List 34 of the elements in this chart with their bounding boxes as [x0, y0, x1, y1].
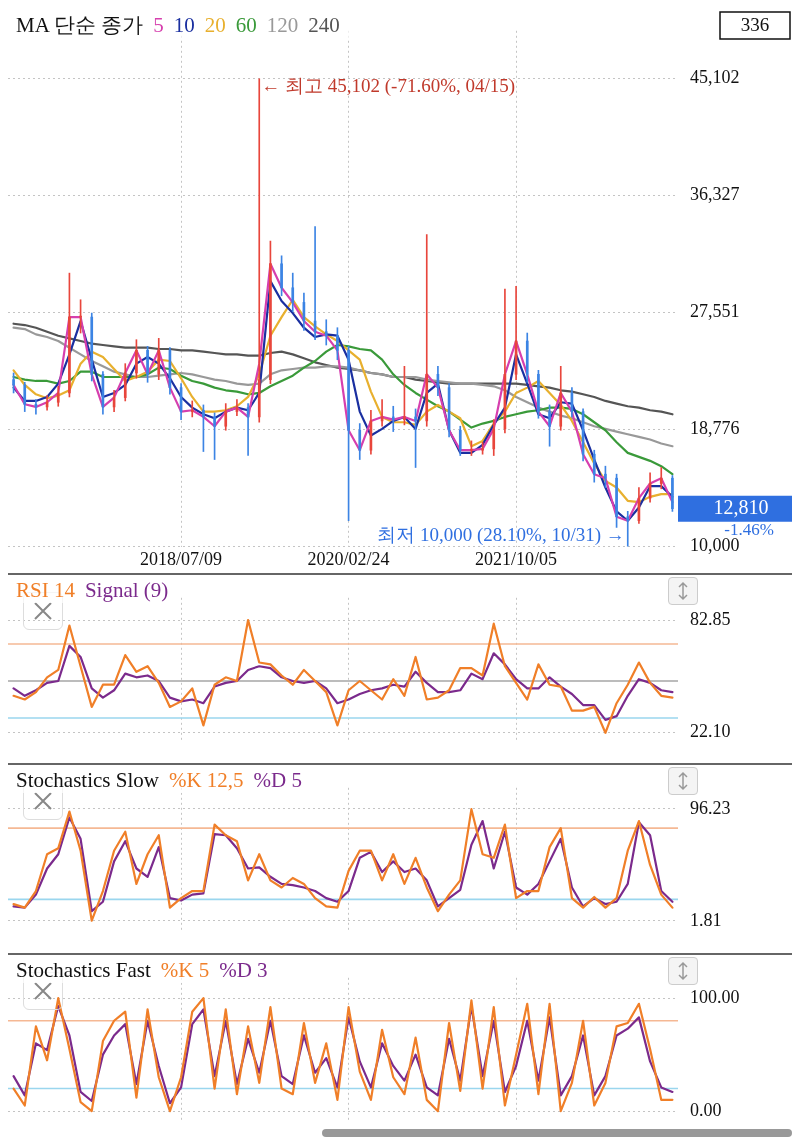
series-label: %K 5: [160, 958, 210, 982]
y-tick-label: 22.10: [690, 721, 731, 742]
x-tick-label: 2018/07/09: [140, 548, 223, 569]
text: 5: [153, 13, 164, 37]
text: %D 5: [253, 768, 303, 792]
y-tick-label: 100.00: [690, 986, 740, 1007]
y-tick-label: 27,551: [690, 301, 740, 322]
text: 336: [740, 13, 770, 35]
y-tick-label: 82.85: [690, 609, 731, 629]
text: 20: [204, 13, 226, 37]
annotation: 최저 10,000 (28.10%, 10/31) →: [377, 523, 625, 546]
y-tick-label: 1.81: [690, 909, 722, 930]
chart-title: Stochastics Fast: [16, 958, 151, 982]
y-tick-label: 96.23: [690, 797, 731, 818]
series-label: %D 3: [219, 958, 268, 982]
chart-title: Stochastics Slow: [16, 768, 159, 792]
text: 120: [266, 13, 299, 37]
series-label: RSI 14: [16, 578, 75, 602]
text: 240: [308, 13, 340, 37]
text: %K 12,5: [168, 768, 244, 792]
y-tick-label: 0.00: [690, 1099, 722, 1120]
chart-title: MA 단순 종가: [16, 13, 144, 37]
text: Signal (9): [84, 578, 169, 602]
y-tick-label: 36,327: [690, 184, 740, 205]
text: 10: [173, 13, 195, 37]
y-tick-label: 10,000: [690, 534, 740, 555]
text: 12,810: [713, 495, 769, 518]
annotation: ← 최고 45,102 (-71.60%, 04/15): [261, 74, 516, 97]
text: 60: [235, 13, 257, 37]
x-tick-label: 2021/10/05: [475, 548, 558, 569]
candlestick: [470, 440, 473, 456]
x-tick-label: 2020/02/24: [307, 548, 390, 569]
y-tick-label: 45,102: [690, 67, 740, 88]
y-tick-label: 18,776: [690, 417, 740, 438]
